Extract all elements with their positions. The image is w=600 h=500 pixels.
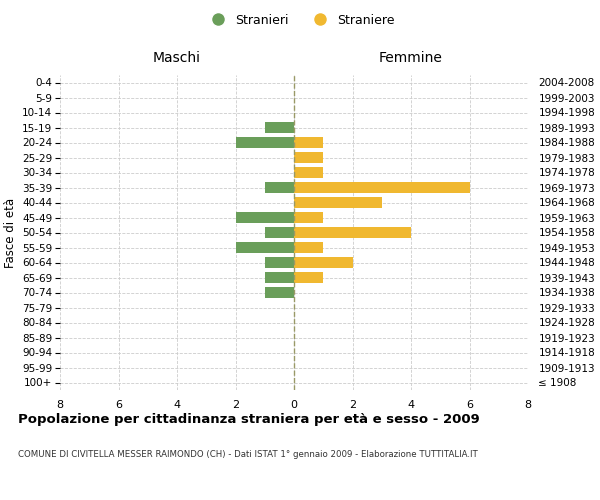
Text: Maschi: Maschi bbox=[153, 50, 201, 64]
Bar bbox=[294, 182, 470, 193]
Legend: Stranieri, Straniere: Stranieri, Straniere bbox=[200, 8, 400, 32]
Text: COMUNE DI CIVITELLA MESSER RAIMONDO (CH) - Dati ISTAT 1° gennaio 2009 - Elaboraz: COMUNE DI CIVITELLA MESSER RAIMONDO (CH)… bbox=[18, 450, 478, 459]
Bar bbox=[235, 242, 294, 253]
Bar bbox=[294, 272, 323, 283]
Bar bbox=[294, 167, 323, 178]
Bar bbox=[235, 212, 294, 223]
Bar bbox=[265, 272, 294, 283]
Bar bbox=[294, 242, 323, 253]
Bar bbox=[265, 122, 294, 133]
Bar bbox=[294, 152, 323, 163]
Bar bbox=[265, 182, 294, 193]
Y-axis label: Fasce di età: Fasce di età bbox=[4, 198, 17, 268]
Bar bbox=[235, 137, 294, 148]
Text: Popolazione per cittadinanza straniera per età e sesso - 2009: Popolazione per cittadinanza straniera p… bbox=[18, 412, 480, 426]
Text: Femmine: Femmine bbox=[379, 50, 443, 64]
Bar bbox=[265, 227, 294, 238]
Bar bbox=[294, 197, 382, 208]
Bar bbox=[265, 257, 294, 268]
Bar bbox=[294, 137, 323, 148]
Bar bbox=[294, 212, 323, 223]
Bar bbox=[265, 287, 294, 298]
Bar bbox=[294, 227, 411, 238]
Bar bbox=[294, 257, 353, 268]
